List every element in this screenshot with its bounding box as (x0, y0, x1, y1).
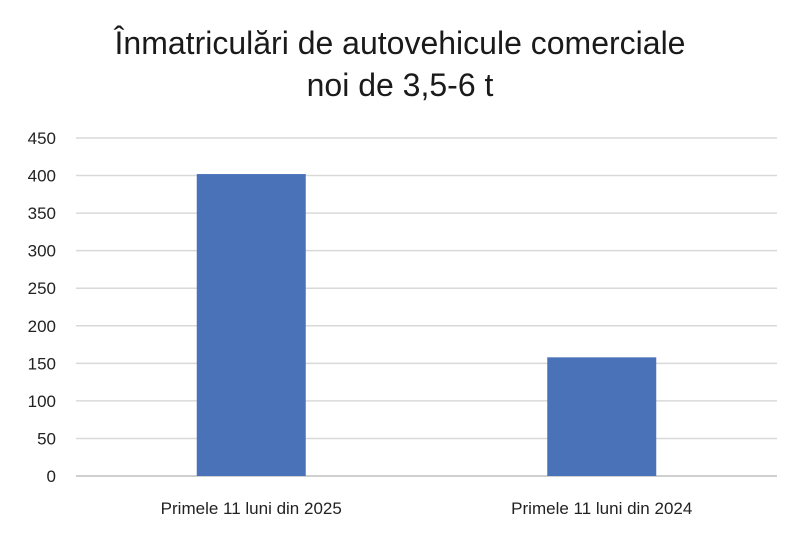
bar (196, 174, 306, 476)
y-tick-label: 300 (28, 242, 56, 261)
x-category-label: Primele 11 luni din 2025 (161, 499, 342, 518)
y-tick-label: 250 (28, 279, 56, 298)
chart-title-line-2: noi de 3,5-6 t (306, 67, 494, 103)
y-tick-label: 450 (28, 129, 56, 148)
chart-title: Înmatriculări de autovehicule comerciale… (0, 22, 800, 106)
y-tick-label: 350 (28, 204, 56, 223)
y-tick-label: 200 (28, 317, 56, 336)
chart-title-line-1: Înmatriculări de autovehicule comerciale (114, 25, 686, 61)
x-category-label: Primele 11 luni din 2024 (511, 499, 692, 518)
y-tick-label: 100 (28, 392, 56, 411)
y-tick-label: 400 (28, 167, 56, 186)
bar (547, 357, 657, 476)
y-tick-label: 50 (37, 429, 56, 448)
y-tick-label: 0 (47, 467, 56, 486)
y-tick-label: 150 (28, 354, 56, 373)
